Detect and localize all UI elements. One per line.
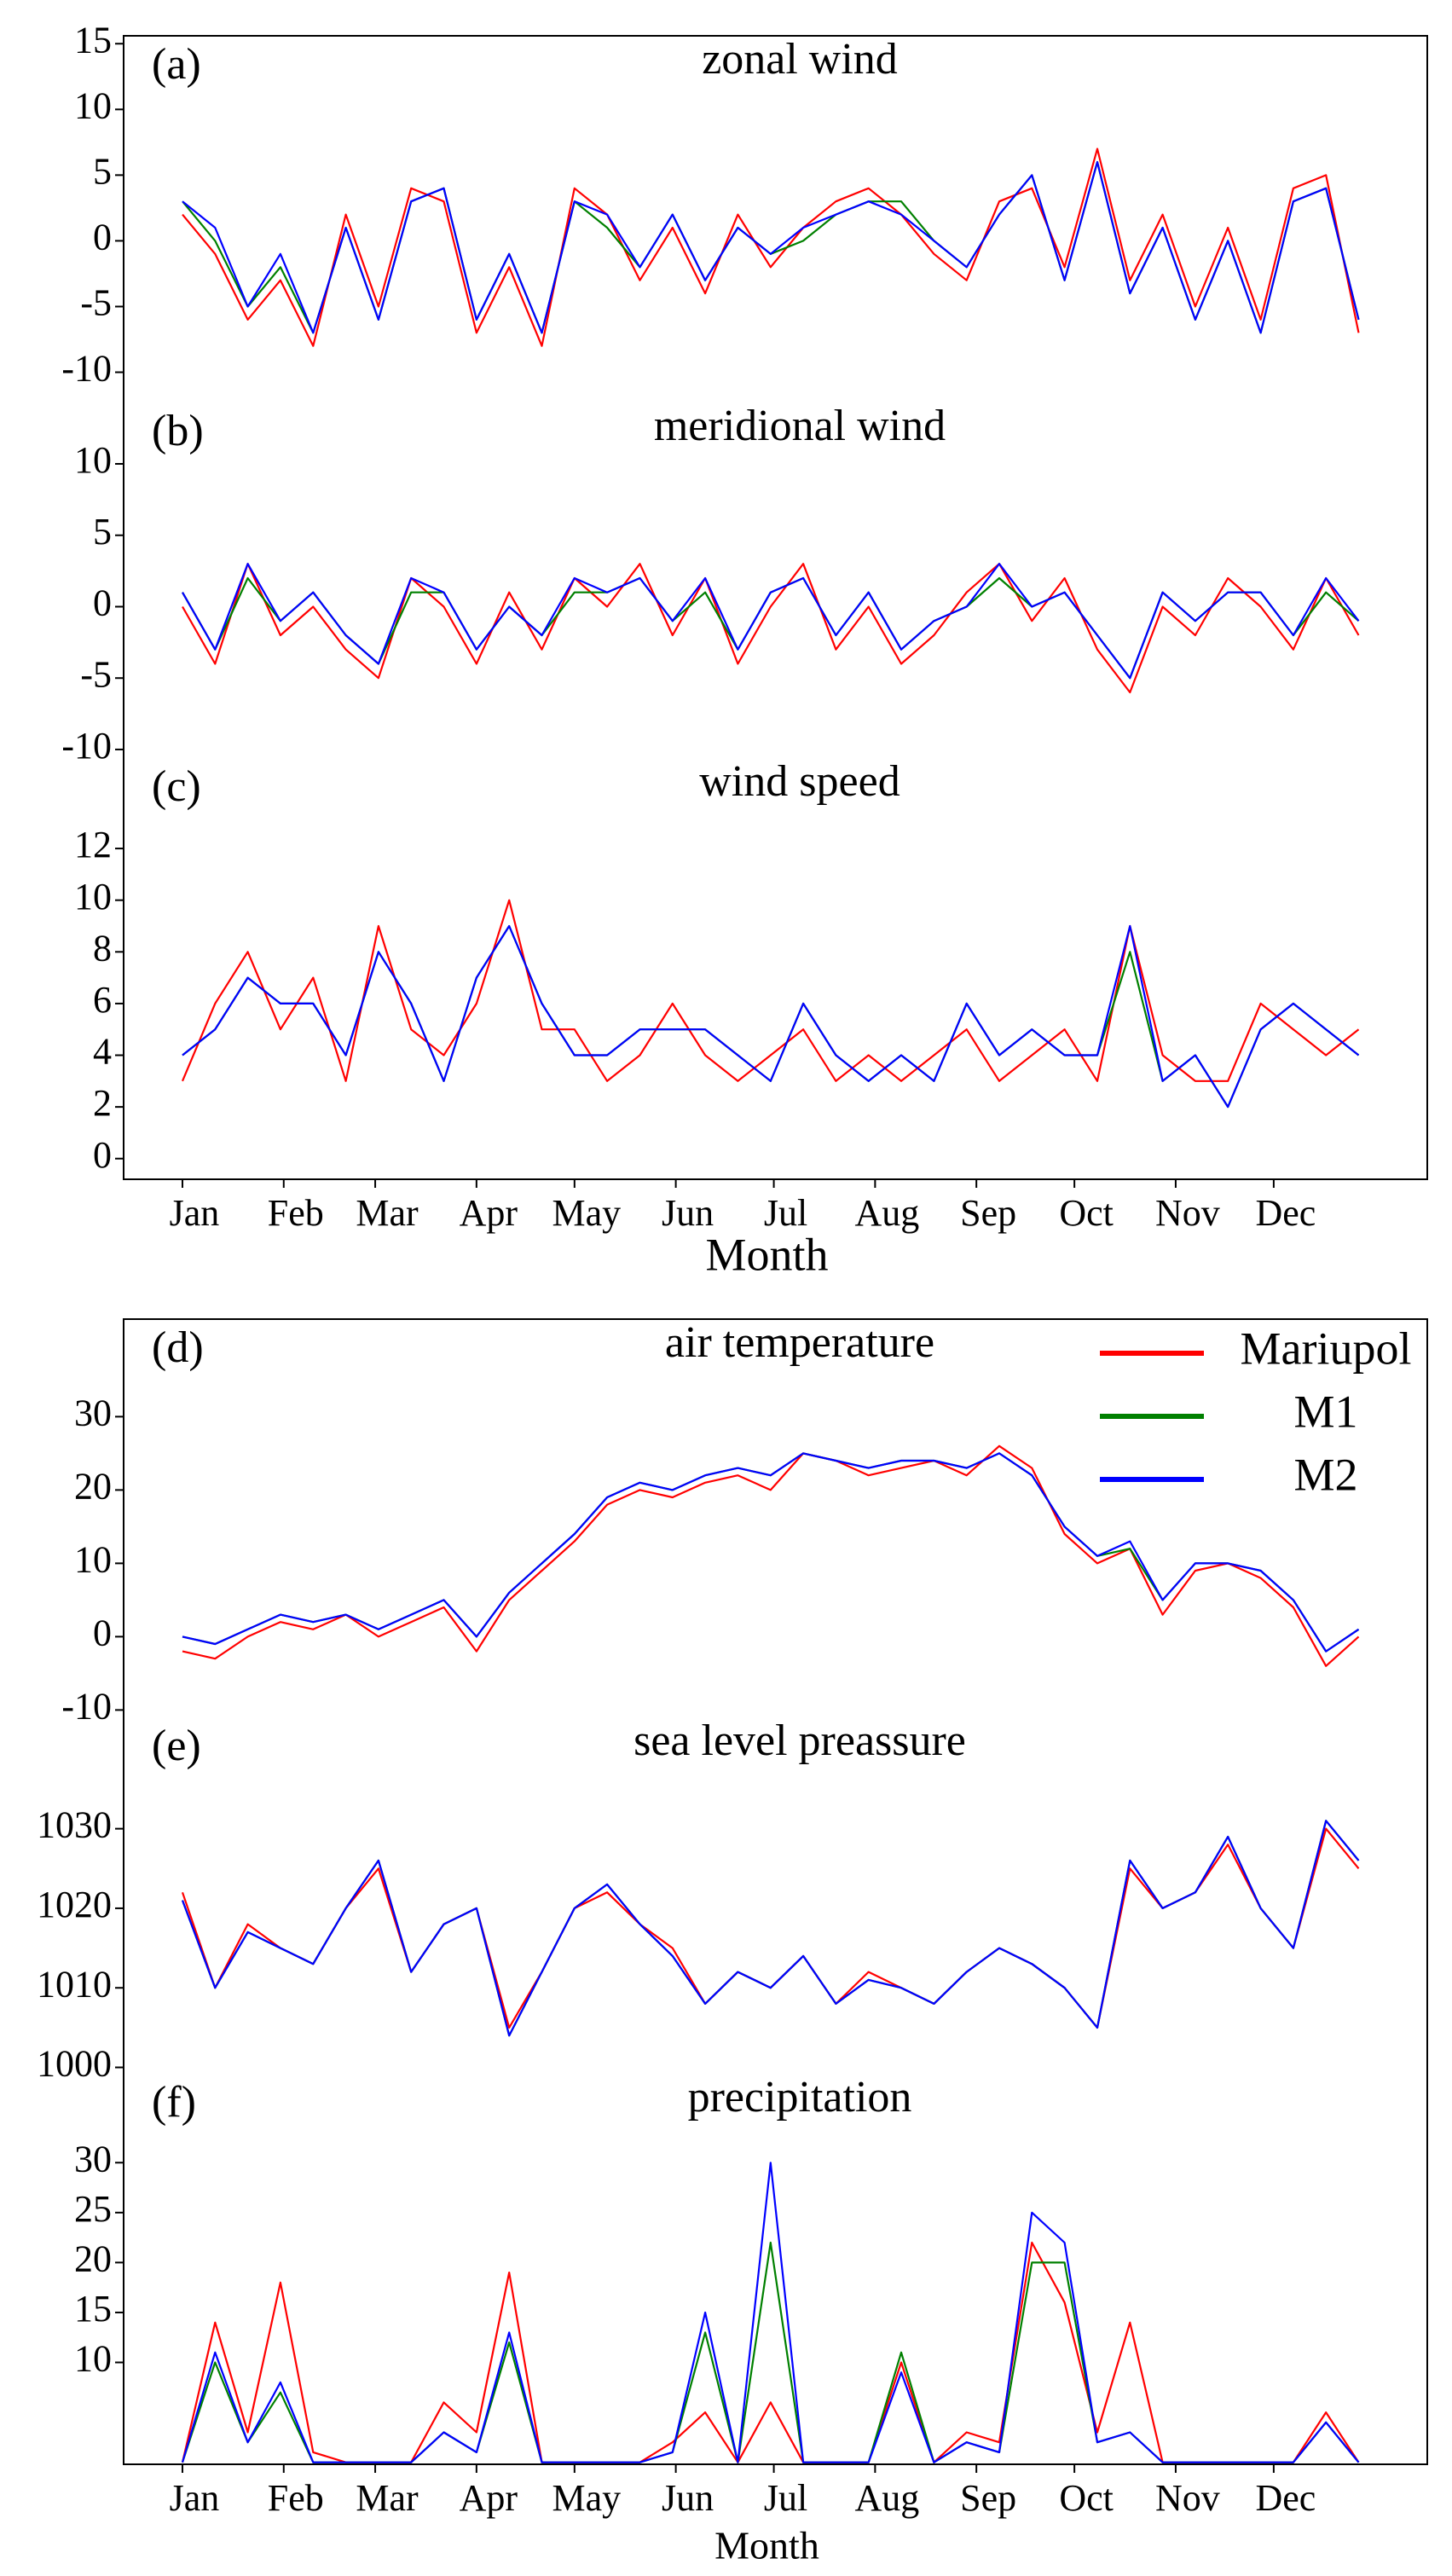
x-tick-label: Oct bbox=[1059, 1192, 1114, 1234]
y-tick-label: 6 bbox=[93, 979, 112, 1021]
x-tick-label: Oct bbox=[1059, 2477, 1114, 2519]
y-tick-label: 5 bbox=[93, 150, 112, 192]
y-tick-label: 0 bbox=[93, 1612, 112, 1653]
panel-label: (e) bbox=[152, 1722, 201, 1770]
panel-label: (f) bbox=[152, 2078, 196, 2127]
series-line bbox=[181, 899, 1360, 1082]
x-tick-label: Dec bbox=[1255, 2477, 1316, 2519]
x-tick-label: Nov bbox=[1155, 2477, 1220, 2519]
series-line bbox=[181, 1820, 1360, 2037]
series-line bbox=[181, 2241, 1360, 2463]
y-tick-label: -10 bbox=[61, 1685, 112, 1727]
y-tick-label: 0 bbox=[93, 217, 112, 258]
y-tick-label: 1020 bbox=[37, 1884, 112, 1925]
x-tick-label: Sep bbox=[960, 2477, 1016, 2519]
panel-label: (d) bbox=[152, 1323, 204, 1372]
y-tick-label: 0 bbox=[93, 582, 112, 624]
y-tick-label: 20 bbox=[74, 1465, 112, 1507]
series-line bbox=[182, 148, 1360, 347]
y-tick-label: 25 bbox=[74, 2188, 112, 2230]
x-tick-label: Mar bbox=[356, 1192, 419, 1234]
y-tick-label: -5 bbox=[80, 653, 112, 695]
x-tick-label: Mar bbox=[356, 2477, 419, 2519]
series-line bbox=[182, 563, 1360, 694]
x-tick-label: Feb bbox=[268, 2477, 324, 2519]
x-tick-label: Feb bbox=[268, 1192, 324, 1234]
series-line bbox=[181, 1827, 1360, 2029]
x-tick-label: Jan bbox=[170, 1192, 220, 1234]
series-line bbox=[181, 1820, 1360, 2037]
series-line bbox=[182, 160, 1360, 334]
legend-label: M1 bbox=[1293, 1386, 1357, 1437]
x-tick-label: Dec bbox=[1255, 1192, 1316, 1234]
x-tick-label: Jun bbox=[662, 2477, 714, 2519]
series-line bbox=[181, 2241, 1360, 2463]
series-line bbox=[182, 563, 1360, 680]
y-tick-label: 5 bbox=[93, 511, 112, 553]
x-tick-label: Apr bbox=[460, 1192, 518, 1234]
x-tick-label: Jan bbox=[170, 2477, 220, 2519]
panel-label: (b) bbox=[152, 407, 204, 455]
y-tick-label: 0 bbox=[93, 1134, 112, 1176]
y-tick-label: 20 bbox=[74, 2237, 112, 2279]
y-tick-label: -10 bbox=[61, 348, 112, 390]
x-tick-label: Jul bbox=[764, 2477, 807, 2519]
series-line bbox=[181, 2162, 1360, 2463]
y-tick-label: 4 bbox=[93, 1031, 112, 1073]
panel-title: precipitation bbox=[688, 2073, 912, 2122]
x-tick-label: Jun bbox=[662, 1192, 714, 1234]
y-tick-label: 1030 bbox=[37, 1804, 112, 1846]
y-tick-label: 30 bbox=[74, 1392, 112, 1433]
panel-title: zonal wind bbox=[702, 35, 898, 84]
panel-title: meridional wind bbox=[654, 402, 946, 450]
panel-label: (c) bbox=[152, 762, 201, 811]
x-tick-label: Aug bbox=[854, 1192, 919, 1234]
y-tick-label: 10 bbox=[74, 439, 112, 481]
y-tick-label: 15 bbox=[74, 19, 112, 61]
series-line bbox=[182, 924, 1360, 1109]
panel-title: wind speed bbox=[699, 757, 900, 806]
x-tick-label: May bbox=[552, 2477, 621, 2519]
panel-label: (a) bbox=[152, 40, 201, 89]
series-line bbox=[182, 160, 1360, 334]
frame-bottom bbox=[123, 1318, 1428, 2465]
legend-label: Mariupol bbox=[1241, 1323, 1412, 1374]
y-tick-label: 15 bbox=[74, 2288, 112, 2330]
y-tick-label: 30 bbox=[74, 2138, 112, 2179]
y-tick-label: 10 bbox=[74, 2338, 112, 2380]
series-line bbox=[182, 1444, 1360, 1667]
x-tick-label: Sep bbox=[960, 1192, 1016, 1234]
y-tick-label: 12 bbox=[74, 824, 112, 865]
y-tick-label: 1000 bbox=[37, 2043, 112, 2085]
panel-title: sea level preassure bbox=[633, 1716, 966, 1765]
y-tick-label: -10 bbox=[61, 725, 112, 767]
x-tick-label: Nov bbox=[1155, 1192, 1220, 1234]
panel-title: air temperature bbox=[665, 1318, 934, 1367]
y-tick-label: 1010 bbox=[37, 1963, 112, 2005]
series-line bbox=[182, 1452, 1360, 1653]
x-tick-label: Apr bbox=[460, 2477, 518, 2519]
x-axis-label: Month bbox=[714, 2524, 819, 2567]
frame-top bbox=[123, 35, 1428, 1180]
x-tick-label: Aug bbox=[854, 2477, 919, 2519]
y-tick-label: 10 bbox=[74, 876, 112, 918]
y-tick-label: 2 bbox=[93, 1082, 112, 1124]
y-tick-label: -5 bbox=[80, 282, 112, 324]
y-tick-label: 8 bbox=[93, 927, 112, 969]
series-line bbox=[182, 1452, 1360, 1653]
x-tick-label: Jul bbox=[764, 1192, 807, 1234]
legend-label: M2 bbox=[1293, 1449, 1357, 1500]
x-tick-label: May bbox=[552, 1192, 621, 1234]
x-axis-label: Month bbox=[705, 1229, 828, 1280]
y-tick-label: 10 bbox=[74, 1538, 112, 1580]
y-tick-label: 10 bbox=[74, 84, 112, 126]
